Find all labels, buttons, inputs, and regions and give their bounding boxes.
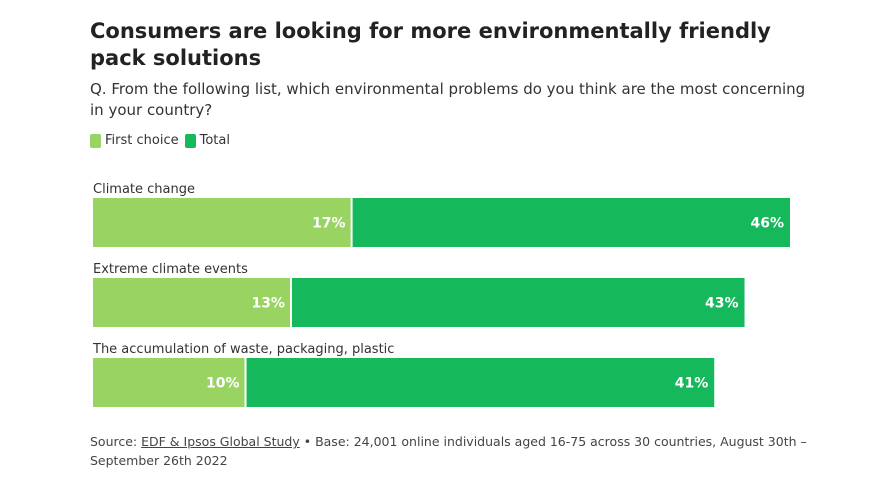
- category-label: Climate change: [93, 182, 195, 197]
- source-link[interactable]: EDF & Ipsos Global Study: [141, 434, 300, 449]
- legend: First choice Total: [90, 133, 810, 148]
- legend-swatch-first-choice: [90, 133, 101, 148]
- data-label-total: 46%: [750, 216, 784, 232]
- category-label: The accumulation of waste, packaging, pl…: [92, 342, 394, 357]
- bar-divider: [244, 358, 247, 407]
- legend-label-total: Total: [199, 133, 230, 148]
- legend-label-first-choice: First choice: [105, 133, 179, 148]
- bar-chart: Climate change 17% 46% Extreme climate even…: [92, 182, 790, 407]
- source-details: • Base: 24,001 online individuals aged 1…: [90, 434, 807, 468]
- legend-item-total[interactable]: Total: [184, 133, 230, 148]
- chart-subtitle: Q. From the following list, which enviro…: [90, 80, 806, 119]
- legend-item-first-choice[interactable]: First choice: [90, 133, 179, 148]
- data-label-total: 43%: [705, 296, 739, 312]
- bar-first-choice: [93, 278, 290, 327]
- data-label-first-choice: 13%: [251, 296, 285, 312]
- data-label-first-choice: 10%: [206, 376, 240, 392]
- chart-title: Consumers are looking for more environme…: [90, 19, 771, 70]
- bar-divider: [350, 198, 353, 247]
- chart-header: Consumers are looking for more environme…: [90, 18, 810, 148]
- bar-divider: [289, 278, 292, 327]
- source-note: Source: EDF & Ipsos Global Study • Base:…: [90, 432, 810, 470]
- category-label: Extreme climate events: [93, 262, 248, 277]
- source-prefix: Source:: [90, 434, 142, 449]
- legend-swatch-total: [184, 133, 196, 148]
- bar-first-choice: [93, 198, 351, 247]
- data-label-first-choice: 17%: [312, 216, 346, 232]
- bar-first-choice: [93, 358, 245, 407]
- data-label-total: 41%: [675, 376, 709, 392]
